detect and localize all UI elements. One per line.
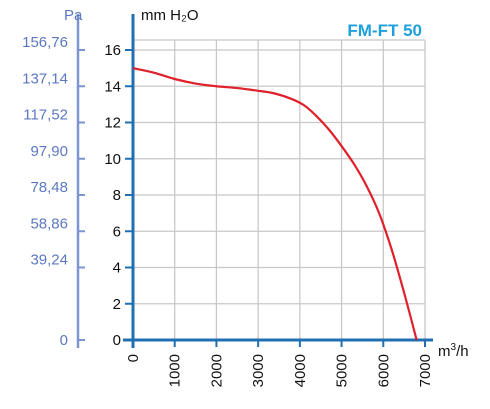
x-tick-label-6000: 6000: [375, 354, 392, 387]
y-axis-label: mm H₂O: [141, 7, 198, 24]
x-tick-label-1000: 1000: [167, 354, 184, 387]
y-tick-label-14: 14: [104, 78, 121, 95]
x-tick-label-5000: 5000: [334, 354, 351, 387]
grid: [133, 39, 426, 340]
x-tick-label-7000: 7000: [417, 354, 434, 387]
series-line-0: [132, 67, 418, 341]
pa-tick-label-0: 0: [60, 332, 68, 349]
y-tick-label-4: 4: [113, 260, 121, 277]
x-tick-label-0: 0: [125, 354, 142, 362]
x-tick-label-2000: 2000: [208, 354, 225, 387]
x-axis-label: m3/h: [438, 342, 469, 360]
pa-tick-label-4: 97,90: [30, 143, 68, 160]
pa-tick-label-1: 39,24: [30, 252, 68, 269]
y-tick-label-10: 10: [104, 151, 121, 168]
axes: [123, 14, 433, 348]
pa-tick-label-2: 58,86: [30, 215, 68, 232]
pa-axis: [76, 14, 85, 348]
y-tick-label-16: 16: [104, 42, 121, 59]
series-group: [132, 67, 418, 341]
pa-tick-label-6: 137,14: [22, 70, 68, 87]
y-tick-label-6: 6: [113, 223, 121, 240]
y-tick-label-8: 8: [113, 187, 121, 204]
y-tick-label-0: 0: [113, 332, 121, 349]
pa-tick-label-3: 78,48: [30, 179, 68, 196]
chart-title: FM-FT 50: [347, 21, 422, 40]
pa-axis-label: Pa: [64, 7, 83, 24]
pa-tick-label-5: 117,52: [23, 107, 68, 124]
y-tick-label-2: 2: [113, 296, 121, 313]
y-tick-label-12: 12: [104, 115, 121, 132]
pa-tick-label-7: 156,76: [22, 34, 68, 51]
labels: 0 1000 2000 3000 4000 5000 6000 7000 0 2 4 6 8 10 12 14…: [22, 7, 468, 387]
x-tick-label-4000: 4000: [292, 354, 309, 387]
x-tick-label-3000: 3000: [250, 354, 267, 387]
